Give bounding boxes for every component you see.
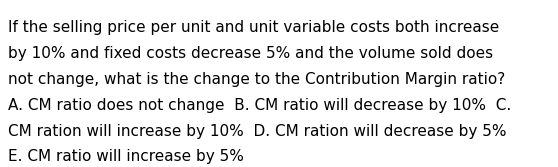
Text: by 10% and fixed costs decrease 5% and the volume sold does: by 10% and fixed costs decrease 5% and t…	[8, 46, 493, 61]
Text: If the selling price per unit and unit variable costs both increase: If the selling price per unit and unit v…	[8, 20, 499, 35]
Text: CM ration will increase by 10%  D. CM ration will decrease by 5%: CM ration will increase by 10% D. CM rat…	[8, 124, 507, 139]
Text: A. CM ratio does not change  B. CM ratio will decrease by 10%  C.: A. CM ratio does not change B. CM ratio …	[8, 98, 511, 113]
Text: not change, what is the change to the Contribution Margin ratio?: not change, what is the change to the Co…	[8, 72, 505, 87]
Text: E. CM ratio will increase by 5%: E. CM ratio will increase by 5%	[8, 149, 244, 164]
